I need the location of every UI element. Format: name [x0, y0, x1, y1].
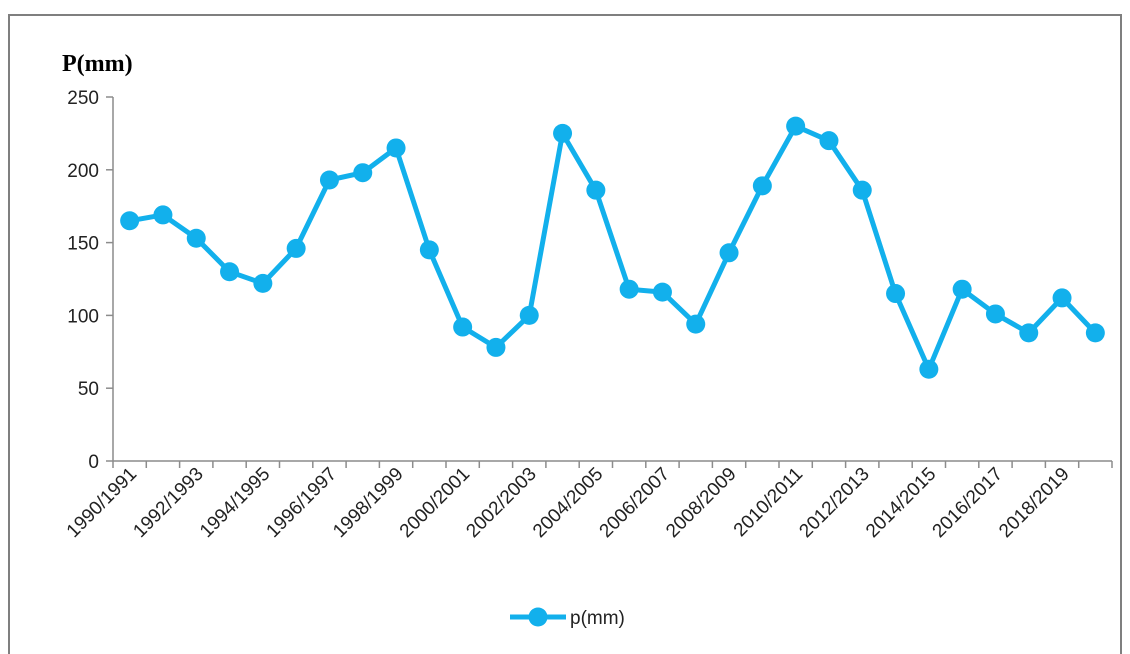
legend: p(mm): [510, 607, 625, 629]
data-point: [852, 180, 872, 200]
data-point: [1019, 323, 1039, 343]
data-point: [886, 284, 906, 304]
y-tick-label: 0: [88, 452, 99, 473]
series-line: [129, 123, 1098, 372]
x-tick-label: 2012/2013: [795, 464, 873, 542]
data-point: [553, 123, 573, 143]
x-tick-label: 2002/2003: [462, 464, 540, 542]
x-tick-label: 1998/1999: [329, 464, 407, 542]
x-tick-label: 1994/1995: [196, 464, 274, 542]
data-point: [786, 116, 806, 136]
data-point: [652, 282, 672, 302]
legend-marker: [528, 607, 548, 627]
data-point: [586, 180, 606, 200]
y-tick-label: 250: [67, 88, 99, 109]
data-point: [286, 238, 306, 258]
data-point: [752, 176, 772, 196]
data-point: [220, 262, 240, 282]
y-tick-label: 50: [78, 379, 99, 400]
x-tick-label: 1996/1997: [263, 464, 341, 542]
data-point: [519, 305, 539, 325]
data-point: [120, 211, 140, 231]
y-axis-title: P(mm): [62, 51, 133, 77]
y-tick-label: 150: [67, 234, 99, 255]
data-point: [919, 359, 939, 379]
x-tick-label: 2000/2001: [396, 464, 474, 542]
x-tick-label: 2014/2015: [862, 464, 940, 542]
y-axis: 0 50 100 150 200 250: [67, 88, 114, 473]
data-point: [819, 131, 839, 151]
x-tick-label: 2004/2005: [529, 464, 607, 542]
data-point: [486, 337, 506, 357]
data-point: [952, 279, 972, 299]
legend-label: p(mm): [570, 608, 625, 629]
data-point: [253, 273, 273, 293]
data-point: [319, 170, 339, 190]
x-tick-label: 2016/2017: [929, 464, 1007, 542]
data-point: [153, 205, 173, 225]
y-tick-label: 200: [67, 161, 99, 182]
y-tick-label: 100: [67, 306, 99, 327]
chart-frame: [8, 14, 1122, 654]
data-point: [686, 314, 706, 334]
data-point: [619, 279, 639, 299]
x-axis: 1990/19911992/19931994/19951996/19971998…: [63, 460, 1113, 542]
x-tick-label: 2008/2009: [662, 464, 740, 542]
data-point: [186, 228, 206, 248]
x-tick-label: 2006/2007: [596, 464, 674, 542]
x-tick-label: 2010/2011: [730, 464, 807, 541]
data-point: [386, 138, 406, 158]
data-point: [985, 304, 1005, 324]
data-point: [719, 243, 739, 263]
x-tick-label: 1992/1993: [129, 464, 207, 542]
data-point: [1085, 323, 1105, 343]
data-point: [453, 317, 473, 337]
x-tick-label: 1990/1991: [63, 464, 141, 542]
data-point: [1052, 288, 1072, 308]
data-point: [419, 240, 439, 260]
x-tick-label: 2018/2019: [995, 464, 1073, 542]
data-point: [353, 163, 373, 183]
series-layer: [120, 116, 1105, 379]
